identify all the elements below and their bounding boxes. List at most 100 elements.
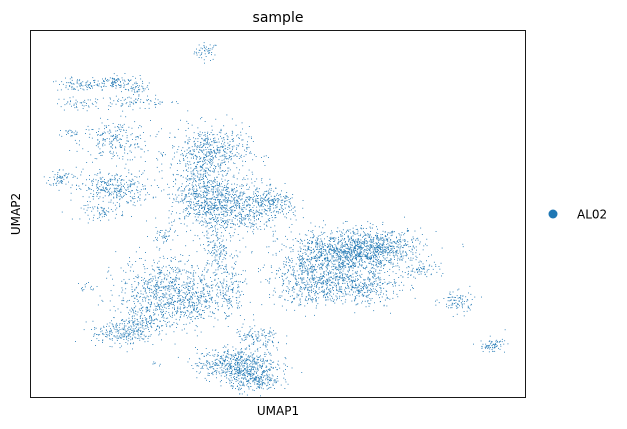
data-point <box>321 290 322 292</box>
data-point <box>146 86 148 88</box>
data-point <box>377 237 379 239</box>
data-point <box>101 207 103 209</box>
data-point <box>216 197 218 199</box>
data-point <box>263 155 265 157</box>
data-point <box>250 223 252 225</box>
data-point <box>247 231 248 233</box>
data-point <box>381 262 382 264</box>
data-point <box>283 261 285 262</box>
data-point <box>246 175 248 176</box>
data-point <box>358 246 360 248</box>
data-point <box>195 191 196 192</box>
data-point <box>350 255 352 257</box>
data-point <box>177 149 179 150</box>
data-point <box>236 152 238 153</box>
data-point <box>110 194 112 196</box>
data-point <box>361 242 362 244</box>
data-point <box>208 251 210 253</box>
data-point <box>408 230 409 231</box>
data-point <box>87 84 89 86</box>
data-point <box>209 144 211 145</box>
data-point <box>168 235 170 237</box>
data-point <box>219 155 221 157</box>
data-point <box>103 131 105 133</box>
data-point <box>106 80 107 82</box>
data-point <box>130 88 132 89</box>
data-point <box>256 211 258 213</box>
data-point <box>235 261 237 263</box>
data-point <box>345 253 347 254</box>
data-point <box>85 105 87 106</box>
data-point <box>215 191 216 192</box>
data-point <box>197 220 199 222</box>
data-point <box>349 247 351 248</box>
data-point <box>215 250 217 252</box>
data-point <box>328 252 330 253</box>
data-point <box>193 186 195 188</box>
data-point <box>84 99 86 101</box>
data-point <box>389 252 391 254</box>
data-point <box>379 248 381 250</box>
data-point <box>318 263 320 265</box>
data-point <box>343 249 345 250</box>
data-point <box>367 235 369 237</box>
data-point <box>276 204 278 206</box>
data-point <box>256 200 258 202</box>
data-point <box>375 264 377 266</box>
data-point <box>97 134 98 136</box>
data-point <box>321 275 323 277</box>
data-point <box>266 205 268 207</box>
data-point <box>219 258 220 260</box>
data-point <box>267 198 269 199</box>
data-point <box>195 165 197 167</box>
data-point <box>188 141 190 142</box>
data-point <box>97 142 99 144</box>
data-point <box>200 167 202 168</box>
data-point <box>291 274 293 276</box>
data-point <box>193 207 194 209</box>
data-point <box>219 238 221 239</box>
data-point <box>227 142 229 144</box>
data-point <box>222 145 224 147</box>
data-point <box>380 246 381 248</box>
cell-cluster <box>57 96 97 112</box>
data-point <box>353 250 355 252</box>
data-point <box>204 138 206 140</box>
data-point <box>126 135 128 137</box>
data-point <box>358 239 360 240</box>
data-point <box>224 248 226 249</box>
data-point <box>61 211 63 213</box>
data-point <box>219 185 221 187</box>
data-point <box>222 286 224 288</box>
data-point <box>226 284 228 286</box>
data-point <box>72 177 74 178</box>
data-point <box>369 246 371 248</box>
data-point <box>113 81 115 83</box>
data-point <box>251 252 253 254</box>
data-point <box>203 143 205 145</box>
data-point <box>64 173 66 175</box>
data-point <box>214 249 216 250</box>
data-point <box>329 272 331 274</box>
data-point <box>217 199 219 201</box>
data-point <box>181 149 182 151</box>
data-point <box>246 214 248 216</box>
data-point <box>349 229 351 231</box>
data-point <box>348 271 349 273</box>
data-point <box>206 156 207 158</box>
data-point <box>217 163 219 165</box>
data-point <box>225 265 227 267</box>
data-point <box>337 242 339 244</box>
data-point <box>122 185 124 187</box>
data-point <box>357 248 359 250</box>
data-point <box>334 250 336 252</box>
data-point <box>384 251 386 253</box>
data-point <box>203 173 205 175</box>
data-point <box>225 151 227 153</box>
data-point <box>201 179 202 180</box>
data-point <box>188 167 189 169</box>
data-point <box>356 238 358 240</box>
data-point <box>355 271 357 273</box>
data-point <box>205 46 207 48</box>
data-point <box>109 102 111 104</box>
